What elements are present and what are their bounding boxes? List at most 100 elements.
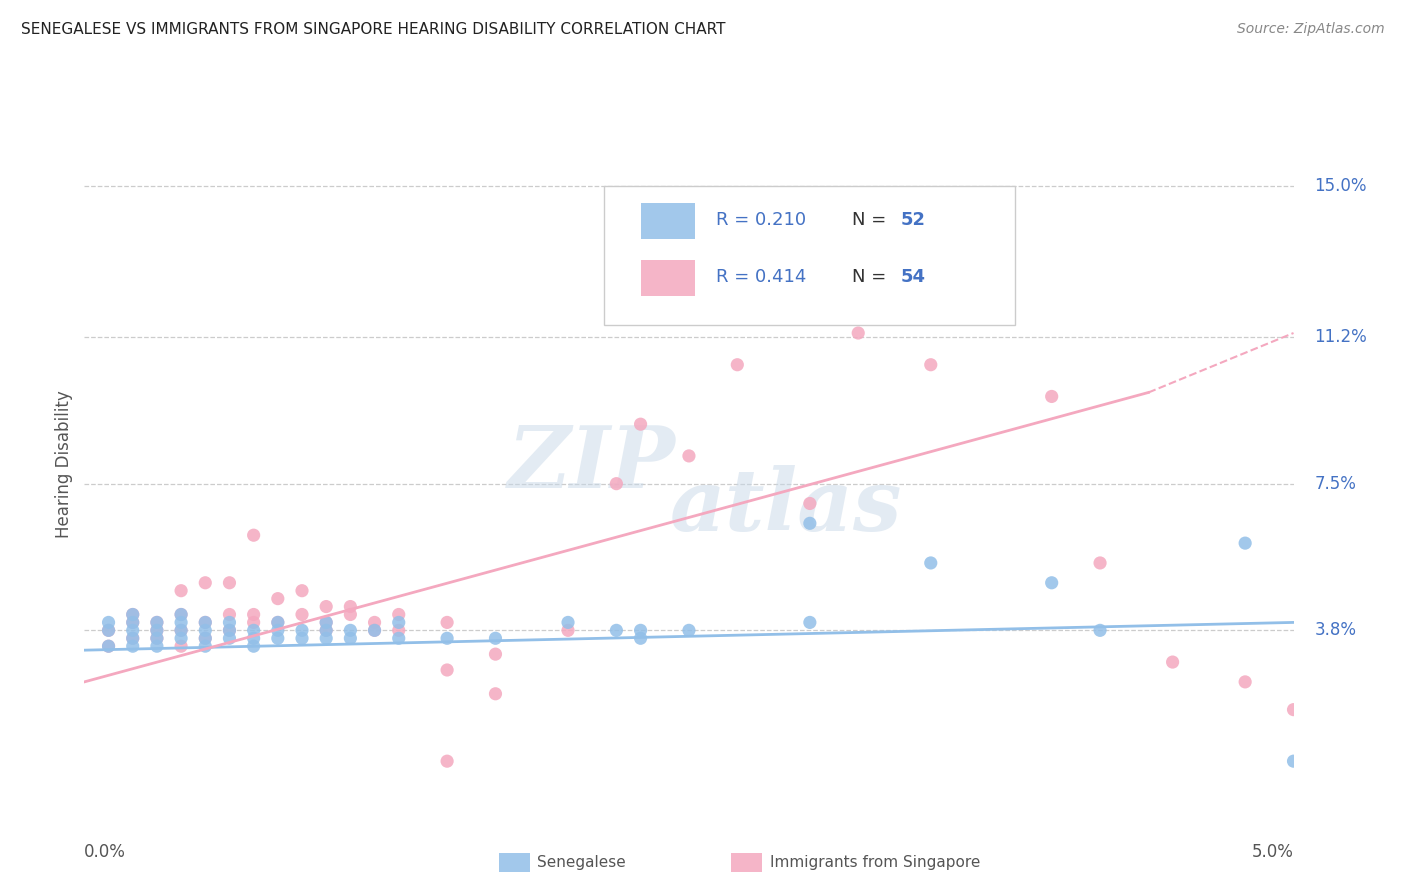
Point <box>170 607 193 622</box>
Point <box>291 583 314 598</box>
Point <box>1282 754 1305 768</box>
Point <box>97 624 120 638</box>
Point <box>121 632 143 646</box>
Point <box>1088 556 1111 570</box>
Point <box>121 607 143 622</box>
Text: 52: 52 <box>901 211 925 228</box>
Point <box>121 615 143 630</box>
Point <box>436 663 458 677</box>
Point <box>315 632 337 646</box>
Point <box>388 607 411 622</box>
Point <box>1088 624 1111 638</box>
Point <box>97 615 120 630</box>
Point <box>920 556 942 570</box>
Point <box>484 687 506 701</box>
Point <box>194 575 217 590</box>
Y-axis label: Hearing Disability: Hearing Disability <box>55 390 73 538</box>
Point <box>146 615 169 630</box>
Point <box>630 417 652 432</box>
Text: R = 0.210: R = 0.210 <box>716 211 806 228</box>
Point <box>315 624 337 638</box>
Point <box>1282 703 1305 717</box>
Point <box>218 632 240 646</box>
Text: Source: ZipAtlas.com: Source: ZipAtlas.com <box>1237 22 1385 37</box>
Text: N =: N = <box>852 211 893 228</box>
Point <box>194 624 217 638</box>
Point <box>97 639 120 653</box>
Point <box>1234 536 1257 550</box>
Point <box>121 624 143 638</box>
Point <box>630 624 652 638</box>
Text: SENEGALESE VS IMMIGRANTS FROM SINGAPORE HEARING DISABILITY CORRELATION CHART: SENEGALESE VS IMMIGRANTS FROM SINGAPORE … <box>21 22 725 37</box>
Point <box>218 607 240 622</box>
Text: 3.8%: 3.8% <box>1315 622 1357 640</box>
Point <box>363 624 385 638</box>
Point <box>146 632 169 646</box>
Text: 5.0%: 5.0% <box>1251 843 1294 861</box>
Point <box>799 516 821 531</box>
FancyBboxPatch shape <box>641 260 695 296</box>
Point <box>1234 674 1257 689</box>
Point <box>194 632 217 646</box>
Point <box>218 624 240 638</box>
Point <box>121 639 143 653</box>
Point <box>388 624 411 638</box>
Point <box>267 624 290 638</box>
FancyBboxPatch shape <box>605 186 1015 325</box>
Text: 54: 54 <box>901 268 925 285</box>
Point <box>388 615 411 630</box>
Point <box>315 624 337 638</box>
Point <box>218 575 240 590</box>
Point <box>291 607 314 622</box>
Text: Immigrants from Singapore: Immigrants from Singapore <box>770 855 981 870</box>
Point <box>725 358 748 372</box>
Point <box>218 615 240 630</box>
Point <box>920 358 942 372</box>
Point <box>315 615 337 630</box>
Point <box>170 632 193 646</box>
Point <box>146 639 169 653</box>
Point <box>484 632 506 646</box>
Point <box>388 632 411 646</box>
Point <box>993 219 1015 233</box>
Text: 0.0%: 0.0% <box>84 843 127 861</box>
Point <box>194 615 217 630</box>
Point <box>170 639 193 653</box>
Point <box>605 624 627 638</box>
Point <box>436 632 458 646</box>
Point <box>315 599 337 614</box>
Point <box>146 624 169 638</box>
Point <box>363 624 385 638</box>
Point <box>799 496 821 510</box>
Point <box>146 632 169 646</box>
Point <box>194 615 217 630</box>
Point <box>218 624 240 638</box>
Point <box>557 615 579 630</box>
Point <box>121 615 143 630</box>
Text: 11.2%: 11.2% <box>1315 328 1368 346</box>
Point <box>170 607 193 622</box>
Point <box>121 607 143 622</box>
Point <box>1040 389 1063 403</box>
Point <box>97 639 120 653</box>
Point <box>267 615 290 630</box>
Point <box>315 615 337 630</box>
Point <box>846 326 869 340</box>
Text: 15.0%: 15.0% <box>1315 178 1367 195</box>
Point <box>436 615 458 630</box>
Point <box>1040 575 1063 590</box>
Point <box>267 615 290 630</box>
Text: ZIP: ZIP <box>509 422 676 506</box>
Point <box>678 624 700 638</box>
Point <box>605 476 627 491</box>
Point <box>170 624 193 638</box>
Point <box>484 647 506 661</box>
Text: atlas: atlas <box>669 465 901 549</box>
Point <box>242 615 264 630</box>
Point <box>291 624 314 638</box>
Point <box>121 632 143 646</box>
Point <box>267 591 290 606</box>
Point <box>146 615 169 630</box>
Point <box>194 632 217 646</box>
FancyBboxPatch shape <box>641 203 695 239</box>
